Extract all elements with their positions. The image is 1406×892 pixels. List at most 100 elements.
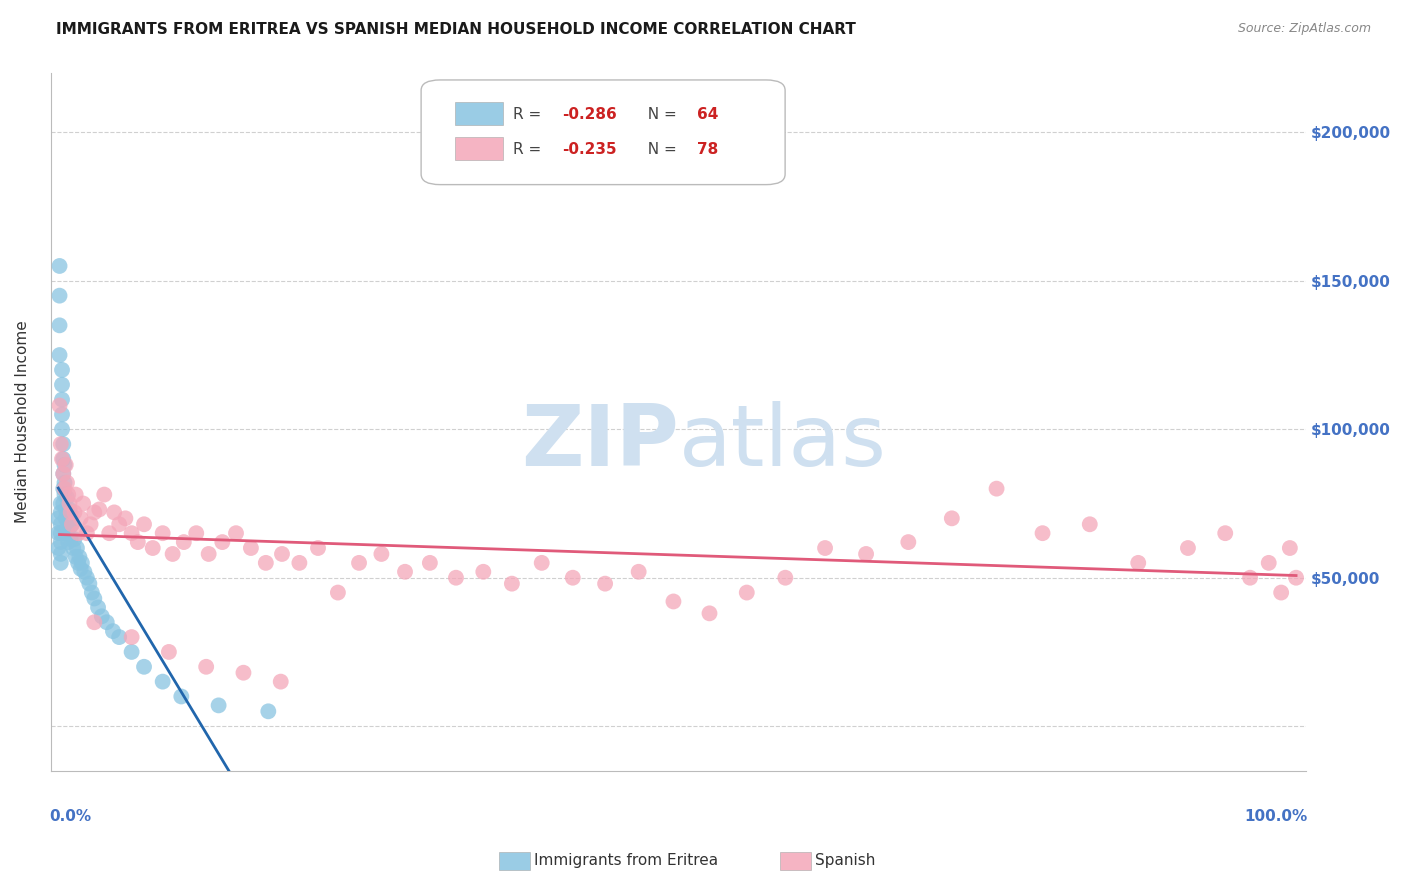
Text: N =: N =: [638, 107, 682, 121]
Point: [52, 452, 75, 467]
Point: [76, 571, 98, 585]
Point: [87, 600, 110, 615]
Point: [326, 585, 349, 599]
FancyBboxPatch shape: [456, 103, 503, 125]
Point: [121, 526, 143, 541]
Text: Immigrants from Eritrea: Immigrants from Eritrea: [534, 854, 718, 868]
Point: [56, 526, 79, 541]
Point: [49, 496, 72, 510]
Point: [46, 541, 69, 555]
Point: [1177, 541, 1199, 555]
Point: [855, 547, 877, 561]
Point: [55, 511, 77, 525]
Point: [53, 458, 76, 472]
Point: [93, 487, 115, 501]
Point: [232, 665, 254, 680]
Point: [121, 630, 143, 644]
Text: R =: R =: [513, 142, 546, 156]
Point: [142, 541, 165, 555]
FancyBboxPatch shape: [456, 137, 503, 161]
Point: [162, 547, 184, 561]
Point: [70, 556, 93, 570]
Point: [76, 526, 98, 541]
Point: [46, 511, 69, 525]
Point: [48, 288, 70, 302]
Point: [72, 496, 94, 510]
Point: [132, 517, 155, 532]
Point: [254, 556, 277, 570]
Point: [53, 475, 76, 490]
Point: [444, 571, 467, 585]
Text: Spanish: Spanish: [815, 854, 876, 868]
Point: [370, 547, 392, 561]
Y-axis label: Median Household Income: Median Household Income: [15, 320, 30, 524]
Point: [62, 541, 84, 555]
Point: [52, 467, 75, 481]
Point: [56, 491, 79, 505]
Point: [1285, 571, 1308, 585]
Point: [735, 585, 758, 599]
Point: [699, 607, 721, 621]
Point: [65, 487, 87, 501]
Point: [58, 520, 80, 534]
Point: [48, 259, 70, 273]
Point: [48, 348, 70, 362]
Point: [56, 505, 79, 519]
Point: [1128, 556, 1150, 570]
Point: [103, 505, 125, 519]
Point: [1257, 556, 1279, 570]
Point: [69, 511, 91, 525]
Point: [152, 526, 174, 541]
Point: [1270, 585, 1292, 599]
Point: [67, 526, 90, 541]
Point: [63, 532, 86, 546]
Point: [173, 535, 195, 549]
Point: [108, 517, 131, 532]
Text: 64: 64: [697, 107, 718, 121]
Point: [89, 502, 111, 516]
Point: [66, 541, 89, 555]
Point: [530, 556, 553, 570]
Point: [1239, 571, 1261, 585]
Point: [55, 502, 77, 516]
Point: [152, 674, 174, 689]
Point: [49, 517, 72, 532]
Point: [65, 549, 87, 564]
Point: [941, 511, 963, 525]
Point: [127, 535, 149, 549]
Point: [121, 645, 143, 659]
Point: [257, 704, 280, 718]
Point: [157, 645, 180, 659]
Text: R =: R =: [513, 107, 546, 121]
Point: [53, 482, 76, 496]
Point: [186, 526, 208, 541]
Point: [58, 496, 80, 510]
Text: N =: N =: [638, 142, 682, 156]
Point: [775, 571, 797, 585]
Point: [60, 517, 83, 532]
Point: [986, 482, 1008, 496]
Point: [53, 487, 76, 501]
Point: [69, 562, 91, 576]
Point: [58, 502, 80, 516]
Point: [51, 408, 73, 422]
Point: [67, 556, 90, 570]
Point: [96, 615, 118, 630]
Point: [59, 505, 82, 519]
Point: [52, 467, 75, 481]
Point: [98, 526, 121, 541]
Point: [49, 547, 72, 561]
Text: atlas: atlas: [679, 401, 886, 484]
Point: [419, 556, 441, 570]
Point: [270, 674, 292, 689]
Point: [394, 565, 416, 579]
Point: [90, 609, 112, 624]
Point: [897, 535, 920, 549]
Point: [593, 576, 616, 591]
Point: [195, 660, 218, 674]
Point: [79, 576, 101, 591]
Point: [73, 565, 96, 579]
Point: [1032, 526, 1054, 541]
Point: [52, 482, 75, 496]
Point: [80, 585, 103, 599]
